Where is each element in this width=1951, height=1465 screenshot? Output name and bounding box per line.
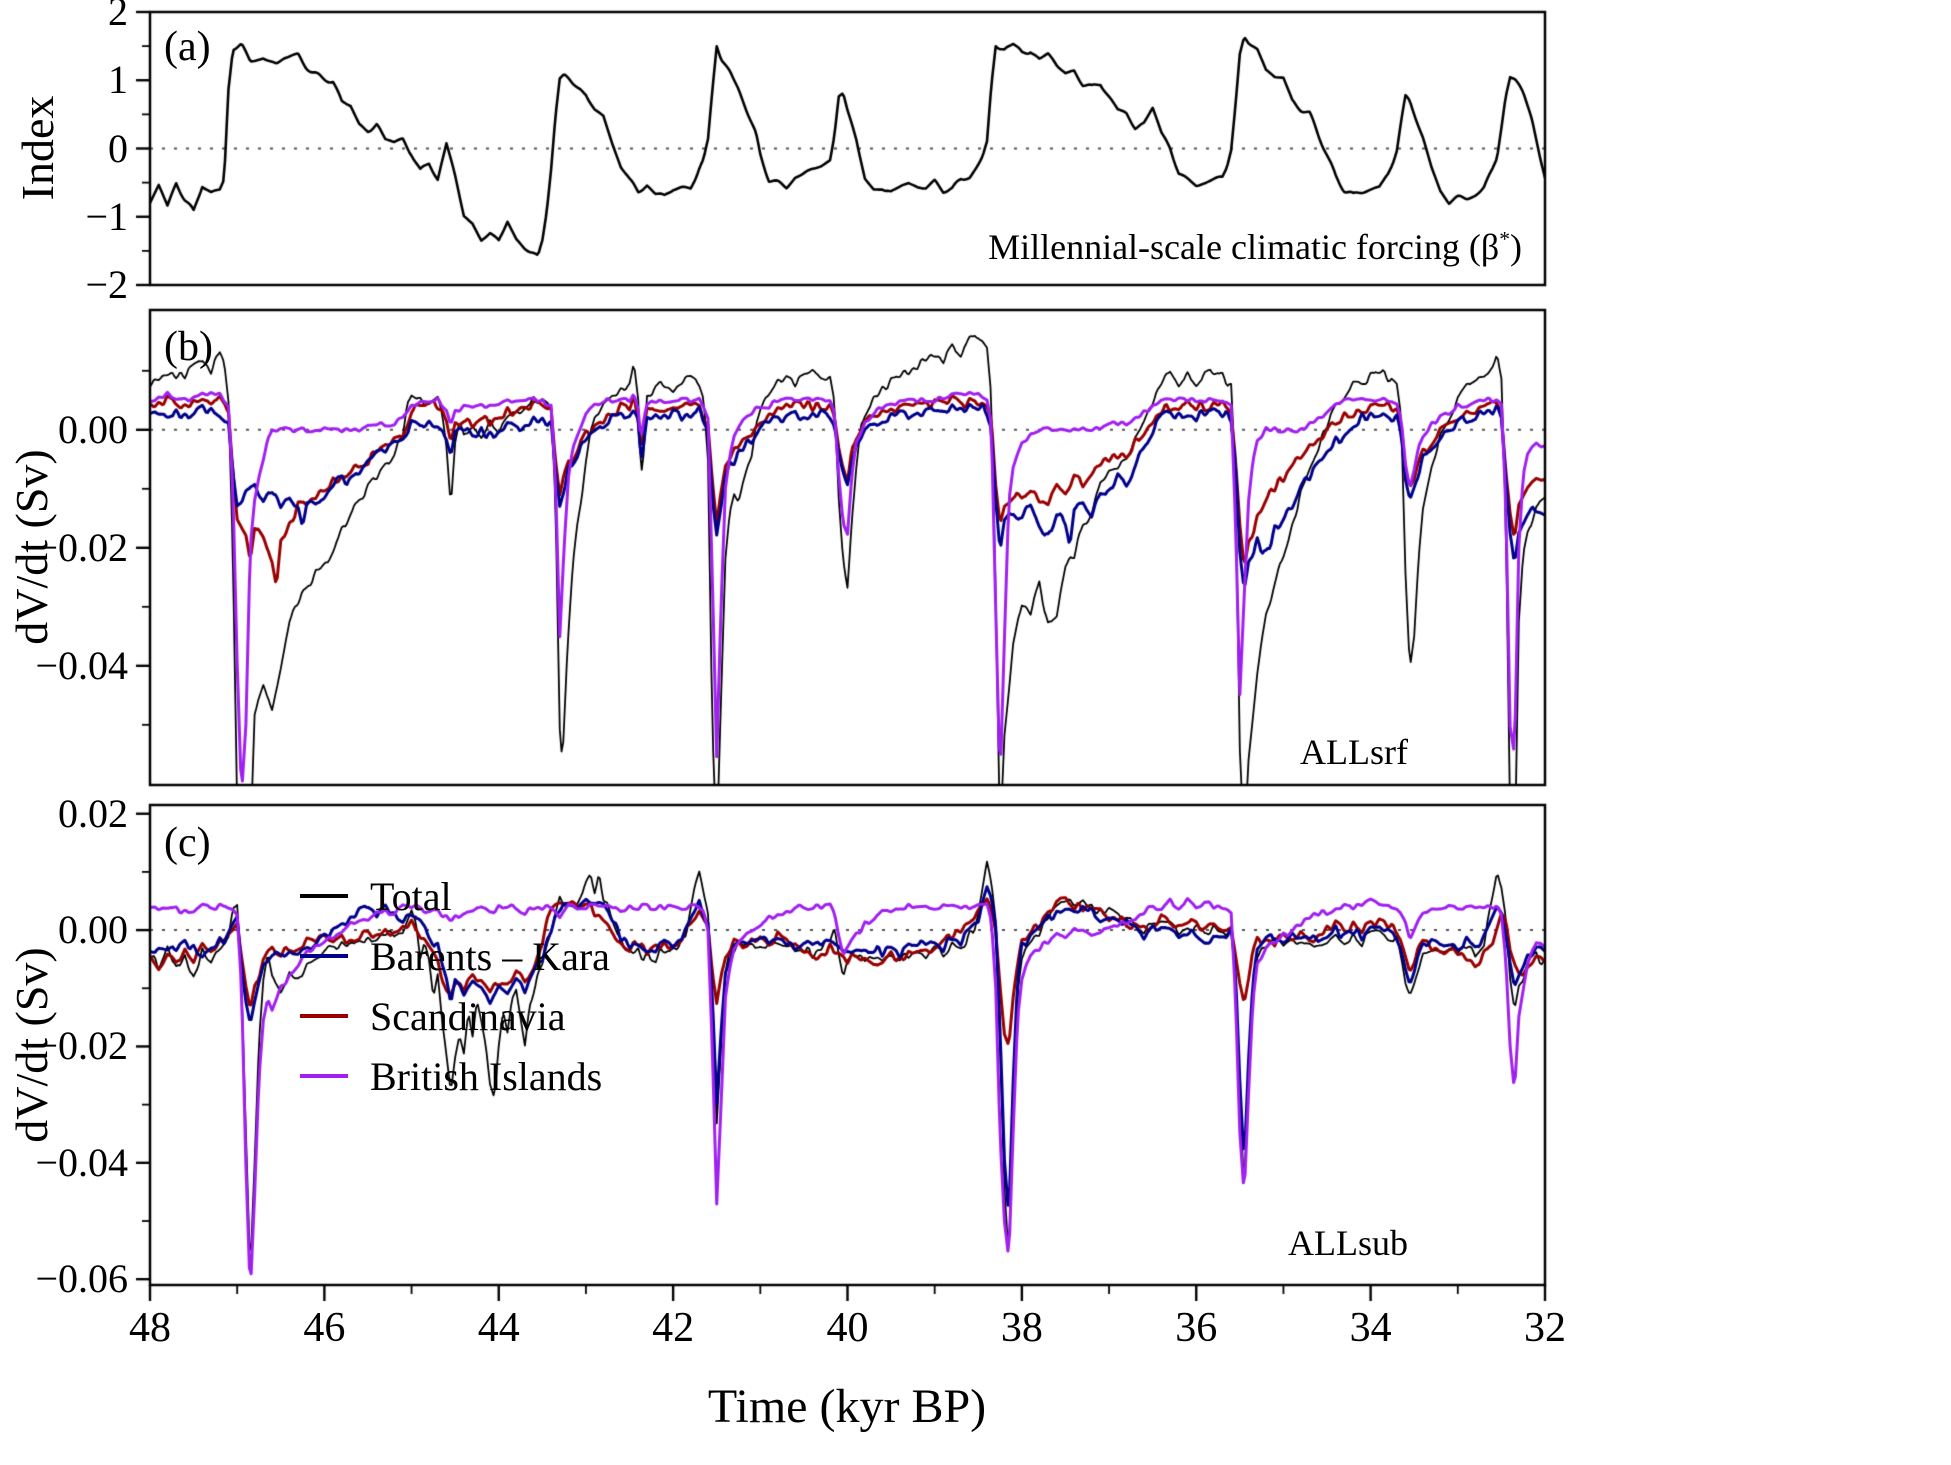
panel-c-letter: (c) [164,820,211,866]
y-tick-label: 0 [108,125,128,171]
y-tick-label: −1 [85,193,128,239]
panel-b-annotation: ALLsrf [1300,732,1408,772]
panel-b-letter: (b) [164,324,213,370]
y-tick-label: 1 [108,57,128,103]
y-tick-label: 0.02 [58,790,128,836]
y-tick-label: 0.00 [58,907,128,953]
legend: Total Barents – Kara Scandinavia British… [300,866,610,1106]
x-tick-label: 34 [1349,1305,1392,1351]
legend-item-total: Total [300,866,610,926]
y-tick-label: 0.00 [58,406,128,452]
y-tick-label: −0.04 [35,1139,128,1185]
legend-line-swatch-scandinavia [300,1014,348,1018]
legend-label-scandinavia: Scandinavia [370,993,566,1039]
y-tick-label: −2 [85,262,128,307]
panel-a-letter: (a) [164,24,211,70]
panel-a-annotation: Millennial-scale climatic forcing (β*) [988,227,1522,267]
y-tick-label: −0.06 [35,1256,128,1302]
legend-item-scandinavia: Scandinavia [300,986,610,1046]
x-tick-label: 42 [652,1305,695,1351]
x-tick-label: 36 [1175,1305,1218,1351]
x-axis-label: Time (kyr BP) [707,1380,987,1433]
panel-a-annotation-text: Millennial-scale climatic forcing (β [988,227,1500,267]
y-tick-label: 2 [108,0,128,34]
legend-label-barents-kara: Barents – Kara [370,933,610,979]
x-tick-label: 48 [129,1305,171,1351]
legend-label-british-islands: British Islands [370,1053,603,1099]
x-tick-label: 46 [303,1305,346,1351]
x-tick-label: 40 [826,1305,869,1351]
legend-line-swatch-total [300,894,348,898]
legend-item-barents-kara: Barents – Kara [300,926,610,986]
panel-a-y-axis-label: Index [12,95,63,201]
x-tick-label: 44 [477,1305,520,1351]
panel-c-annotation: ALLsub [1288,1223,1408,1263]
y-tick-label: −0.02 [35,524,128,570]
legend-line-swatch-barents-kara [300,954,348,958]
y-tick-label: −0.02 [35,1023,128,1069]
x-tick-label: 38 [1000,1305,1043,1351]
legend-item-british-islands: British Islands [300,1046,610,1106]
legend-line-swatch-british-islands [300,1074,348,1078]
x-tick-label: 32 [1524,1305,1566,1351]
panel-a-annotation-close: ) [1510,227,1522,267]
y-tick-label: −0.04 [35,642,128,688]
legend-label-total: Total [370,873,452,919]
panel-a-annotation-sup: * [1499,227,1510,251]
